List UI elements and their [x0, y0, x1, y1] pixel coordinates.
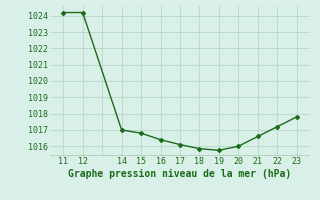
X-axis label: Graphe pression niveau de la mer (hPa): Graphe pression niveau de la mer (hPa)	[68, 169, 292, 179]
